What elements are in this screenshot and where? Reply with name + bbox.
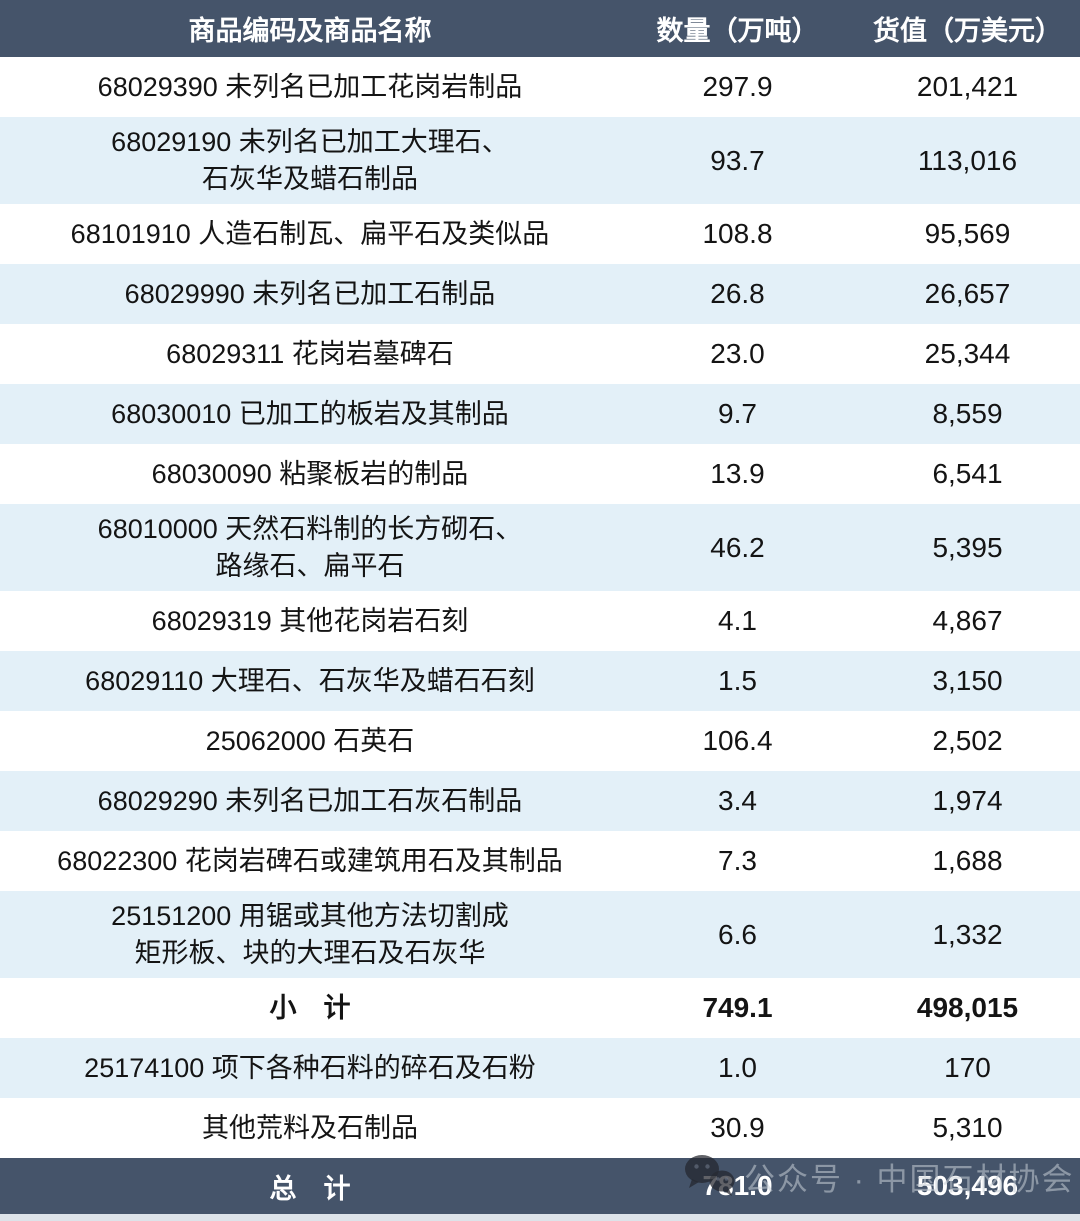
footer-total-label: 总 计 bbox=[269, 1173, 351, 1204]
header-product-name: 商品编码及商品名称 bbox=[188, 16, 432, 46]
table-footer-row: 总 计 781.0 503,496 公众号 · bbox=[0, 1155, 1080, 1214]
header-value: 货值（万美元） bbox=[873, 16, 1062, 46]
quantity-cell: 6.6 bbox=[718, 918, 757, 950]
value-cell: 4,867 bbox=[932, 605, 1003, 636]
product-name-cell: 小 计 bbox=[269, 992, 351, 1023]
quantity-cell: 749.1 bbox=[702, 992, 773, 1023]
value-cell: 2,502 bbox=[932, 725, 1003, 756]
product-name-cell: 25151200 用锯或其他方法切割成 矩形板、块的大理石及石灰华 bbox=[111, 900, 509, 968]
footer-total-value: 503,496 bbox=[916, 1170, 1019, 1201]
product-name-cell: 68101910 人造石制瓦、扁平石及类似品 bbox=[70, 218, 550, 249]
product-name-cell: 68010000 天然石料制的长方砌石、 路缘石、扁平石 bbox=[97, 513, 523, 581]
value-cell: 1,332 bbox=[932, 918, 1003, 950]
table-row: 68029390 未列名已加工花岗岩制品 297.9 201,421 bbox=[0, 57, 1080, 117]
value-cell: 6,541 bbox=[932, 458, 1003, 489]
product-name-cell: 68029190 未列名已加工大理石、 石灰华及蜡石制品 bbox=[111, 126, 509, 194]
value-cell: 1,688 bbox=[932, 845, 1003, 876]
value-cell: 498,015 bbox=[916, 992, 1019, 1023]
quantity-cell: 297.9 bbox=[702, 71, 773, 102]
product-name-cell: 68029390 未列名已加工花岗岩制品 bbox=[97, 71, 523, 102]
table-row: 68030010 已加工的板岩及其制品 9.7 8,559 bbox=[0, 384, 1080, 444]
quantity-cell: 13.9 bbox=[710, 458, 765, 489]
product-name-cell: 68029290 未列名已加工石灰石制品 bbox=[97, 785, 523, 816]
footer-total-quantity: 781.0 bbox=[702, 1170, 773, 1201]
value-cell: 95,569 bbox=[924, 218, 1011, 249]
table-row: 68022300 花岗岩碑石或建筑用石及其制品 7.3 1,688 bbox=[0, 831, 1080, 891]
product-name-cell: 25174100 项下各种石料的碎石及石粉 bbox=[84, 1052, 536, 1083]
quantity-cell: 9.7 bbox=[718, 398, 757, 429]
table-row: 68029311 花岗岩墓碑石 23.0 25,344 bbox=[0, 324, 1080, 384]
value-cell: 8,559 bbox=[932, 398, 1003, 429]
table-row: 68029290 未列名已加工石灰石制品 3.4 1,974 bbox=[0, 771, 1080, 831]
value-cell: 170 bbox=[944, 1052, 991, 1083]
table-body: 68029390 未列名已加工花岗岩制品 297.9 201,421 68029… bbox=[0, 57, 1080, 1158]
header-quantity: 数量（万吨） bbox=[656, 16, 819, 46]
value-cell: 1,974 bbox=[932, 785, 1003, 816]
table-row: 68029990 未列名已加工石制品 26.8 26,657 bbox=[0, 264, 1080, 324]
table-row: 68101910 人造石制瓦、扁平石及类似品 108.8 95,569 bbox=[0, 204, 1080, 264]
bottom-strip bbox=[0, 1214, 1080, 1221]
table-row: 25062000 石英石 106.4 2,502 bbox=[0, 711, 1080, 771]
quantity-cell: 26.8 bbox=[710, 278, 765, 309]
product-name-cell: 其他荒料及石制品 bbox=[202, 1112, 418, 1143]
table-row: 68029110 大理石、石灰华及蜡石石刻 1.5 3,150 bbox=[0, 651, 1080, 711]
table-row: 68029319 其他花岗岩石刻 4.1 4,867 bbox=[0, 591, 1080, 651]
quantity-cell: 108.8 bbox=[702, 218, 773, 249]
quantity-cell: 1.5 bbox=[718, 665, 757, 696]
table-row: 25174100 项下各种石料的碎石及石粉 1.0 170 bbox=[0, 1038, 1080, 1098]
quantity-cell: 7.3 bbox=[718, 845, 757, 876]
quantity-cell: 3.4 bbox=[718, 785, 757, 816]
table-row: 68030090 粘聚板岩的制品 13.9 6,541 bbox=[0, 444, 1080, 504]
quantity-cell: 23.0 bbox=[710, 338, 765, 369]
value-cell: 113,016 bbox=[917, 144, 1018, 176]
quantity-cell: 93.7 bbox=[710, 144, 765, 176]
table-row: 68029190 未列名已加工大理石、 石灰华及蜡石制品 93.7 113,016 bbox=[0, 117, 1080, 204]
product-name-cell: 68029110 大理石、石灰华及蜡石石刻 bbox=[85, 665, 535, 696]
value-cell: 25,344 bbox=[924, 338, 1011, 369]
quantity-cell: 106.4 bbox=[702, 725, 773, 756]
product-name-cell: 68029990 未列名已加工石制品 bbox=[124, 278, 496, 309]
value-cell: 201,421 bbox=[916, 71, 1019, 102]
product-name-cell: 68022300 花岗岩碑石或建筑用石及其制品 bbox=[57, 845, 563, 876]
product-name-cell: 68029319 其他花岗岩石刻 bbox=[151, 605, 469, 636]
quantity-cell: 1.0 bbox=[718, 1052, 757, 1083]
product-name-cell: 68030010 已加工的板岩及其制品 bbox=[111, 398, 509, 429]
product-name-cell: 68029311 花岗岩墓碑石 bbox=[166, 338, 454, 369]
quantity-cell: 4.1 bbox=[718, 605, 757, 636]
product-name-cell: 25062000 石英石 bbox=[205, 725, 415, 756]
product-name-cell: 68030090 粘聚板岩的制品 bbox=[151, 458, 469, 489]
value-cell: 26,657 bbox=[924, 278, 1011, 309]
table-row: 68010000 天然石料制的长方砌石、 路缘石、扁平石 46.2 5,395 bbox=[0, 504, 1080, 591]
table-row: 25151200 用锯或其他方法切割成 矩形板、块的大理石及石灰华 6.6 1,3… bbox=[0, 891, 1080, 978]
value-cell: 5,310 bbox=[932, 1112, 1003, 1143]
table-header: 商品编码及商品名称 数量（万吨） 货值（万美元） bbox=[0, 0, 1080, 57]
table-row: 其他荒料及石制品 30.9 5,310 bbox=[0, 1098, 1080, 1158]
value-cell: 5,395 bbox=[932, 531, 1003, 563]
value-cell: 3,150 bbox=[932, 665, 1003, 696]
quantity-cell: 46.2 bbox=[710, 531, 765, 563]
quantity-cell: 30.9 bbox=[710, 1112, 765, 1143]
table-row: 小 计 749.1 498,015 bbox=[0, 978, 1080, 1038]
